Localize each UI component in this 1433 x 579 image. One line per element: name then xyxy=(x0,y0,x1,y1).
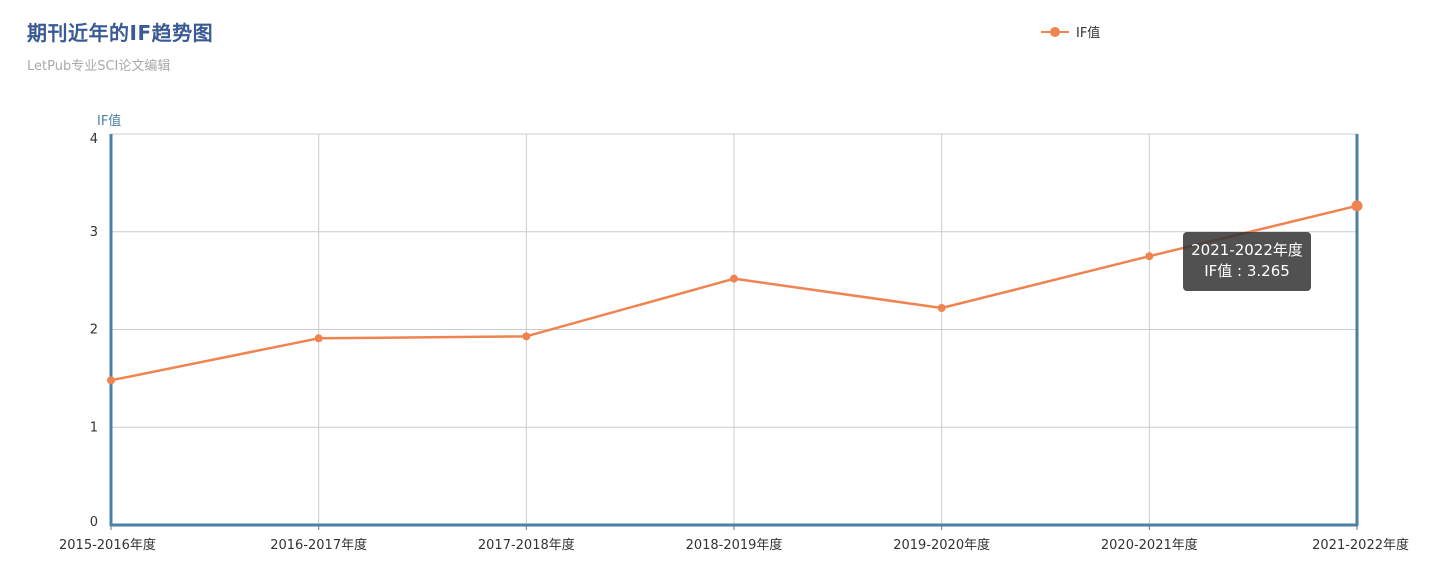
series-if xyxy=(107,200,1363,385)
x-axis-ticks: 2015-2016年度 2016-2017年度 2017-2018年度 2018-20… xyxy=(59,525,1409,553)
y-tick-label: 2 xyxy=(90,323,98,338)
data-point[interactable] xyxy=(314,334,323,343)
x-tick-label: 2020-2021年度 xyxy=(1101,537,1198,553)
legend-label: IF值 xyxy=(1076,26,1101,41)
tooltip-value-line: IF值 : 3.265 xyxy=(1183,261,1311,282)
legend-line-marker-icon xyxy=(1041,26,1069,37)
data-point[interactable] xyxy=(730,274,738,283)
x-tick-label: 2015-2016年度 xyxy=(59,537,156,553)
data-point[interactable] xyxy=(522,332,531,341)
data-point[interactable] xyxy=(1351,200,1363,212)
y-tick-label: 3 xyxy=(90,225,98,240)
tooltip-category: 2021-2022年度 xyxy=(1191,241,1303,259)
x-tick-label: 2021-2022年度 xyxy=(1312,537,1409,553)
x-tick-label: 2017-2018年度 xyxy=(478,537,575,553)
y-axis-label: IF值 xyxy=(97,113,121,129)
data-point[interactable] xyxy=(1145,252,1154,261)
y-tick-label: 4 xyxy=(90,132,98,147)
chart-title: 期刊近年的IF趋势图 xyxy=(27,21,214,45)
x-tick-label: 2016-2017年度 xyxy=(270,537,367,553)
tooltip-separator: : xyxy=(1237,262,1247,280)
y-axis-ticks: 0 1 2 3 4 xyxy=(90,132,98,530)
chart-subtitle: LetPub专业SCI论文编辑 xyxy=(27,59,171,74)
legend-item-if[interactable]: IF值 xyxy=(1040,22,1100,41)
data-point[interactable] xyxy=(107,376,115,385)
data-point[interactable] xyxy=(937,303,946,312)
x-tick-label: 2018-2019年度 xyxy=(686,537,783,553)
tooltip: 2021-2022年度 IF值 : 3.265 xyxy=(1183,232,1311,291)
y-tick-label: 1 xyxy=(90,420,98,435)
tooltip-series-name: IF值 xyxy=(1204,262,1233,280)
y-tick-label: 0 xyxy=(90,515,98,530)
tooltip-value: 3.265 xyxy=(1246,262,1290,280)
x-tick-label: 2019-2020年度 xyxy=(893,537,990,553)
grid xyxy=(110,133,1358,526)
